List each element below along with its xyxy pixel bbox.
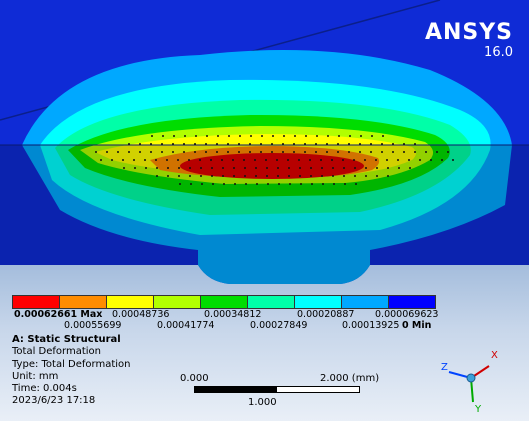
brand-name: ANSYS (424, 20, 513, 45)
result-type: Type: Total Deformation (12, 358, 131, 370)
result-name: Total Deformation (12, 346, 101, 358)
lower-shading (0, 145, 529, 284)
legend-color-3 (154, 296, 201, 308)
analysis-title: A: Static Structural (12, 334, 121, 345)
legend-max-label: 0.00062661 Max (14, 309, 103, 320)
legend-color-2 (107, 296, 154, 308)
legend-color-4 (201, 296, 248, 308)
triad-y-label: Y (474, 404, 482, 415)
legend-value: 0.00048736 (112, 309, 170, 320)
legend-value: 0.00055699 (64, 320, 122, 331)
legend-top-row: 0.00062661 Max 0.00048736 0.00034812 0.0… (12, 309, 439, 320)
legend-color-8 (389, 296, 435, 308)
legend-value: 0.00027849 (250, 320, 308, 331)
legend-bottom-row: 0.00055699 0.00041774 0.00027849 0.00013… (12, 320, 436, 331)
scale-end-label: 2.000 (mm) (320, 373, 380, 384)
legend-value: 0.000069623 (375, 309, 439, 320)
scale-bar-fill (195, 387, 277, 392)
legend-min-label: 0 Min (402, 320, 432, 331)
legend[interactable]: 0.00062661 Max 0.00048736 0.00034812 0.0… (12, 295, 439, 331)
legend-color-0 (13, 296, 60, 308)
legend-value: 0.00020887 (297, 309, 355, 320)
legend-value: 0.00034812 (204, 309, 262, 320)
node-markers (95, 135, 454, 185)
legend-color-1 (60, 296, 107, 308)
axis-triad[interactable]: X Y Z (435, 344, 515, 416)
legend-value: 0.00041774 (157, 320, 215, 331)
triad-x-label: X (491, 350, 498, 361)
result-time: Time: 0.004s (12, 383, 77, 395)
legend-color-7 (342, 296, 389, 308)
legend-colorbar[interactable] (12, 295, 436, 309)
result-unit: Unit: mm (12, 370, 59, 382)
result-date: 2023/6/23 17:18 (12, 395, 96, 407)
legend-color-5 (248, 296, 295, 308)
band-red-max (180, 153, 364, 179)
result-info: A: Static Structural Total Deformation T… (12, 334, 131, 408)
brand-version: 16.0 (484, 45, 513, 60)
legend-color-6 (295, 296, 342, 308)
scale-bar (194, 386, 360, 393)
triad-z-label: Z (441, 362, 448, 373)
scale-start-label: 0.000 (180, 373, 209, 384)
scale-mid-label: 1.000 (248, 397, 277, 408)
legend-value: 0.00013925 (342, 320, 400, 331)
ansys-logo: ANSYS 16.0 (424, 20, 513, 60)
